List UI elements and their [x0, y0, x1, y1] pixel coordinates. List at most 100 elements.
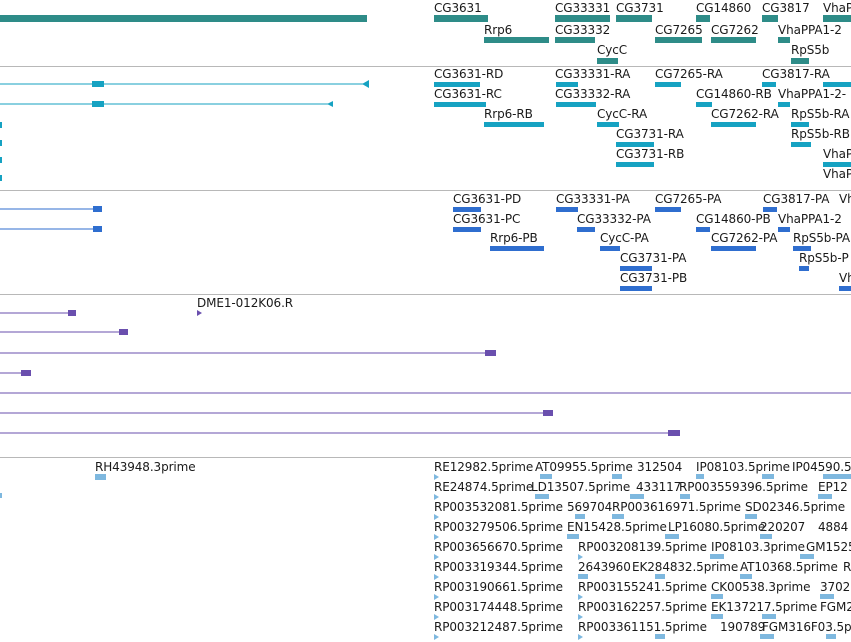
est-label[interactable]: 569704 — [567, 500, 613, 514]
protein-label[interactable]: Vh — [839, 192, 851, 206]
est-glyph[interactable] — [540, 474, 552, 479]
transcript-glyph[interactable] — [655, 82, 681, 87]
protein-glyph[interactable] — [778, 227, 790, 232]
transcript-glyph[interactable] — [0, 175, 2, 181]
protein-label[interactable]: CG3631-PD — [453, 192, 522, 206]
protein-label[interactable]: CG3817-PA — [763, 192, 830, 206]
transcript-glyph[interactable] — [0, 80, 369, 88]
protein-label[interactable]: CG3731-PB — [620, 271, 688, 285]
transcript-glyph[interactable] — [556, 82, 578, 87]
est-label[interactable]: RP003212487.5prime — [434, 620, 563, 634]
transcript-glyph[interactable] — [778, 102, 790, 107]
protein-glyph[interactable] — [793, 246, 811, 251]
transcript-glyph[interactable] — [597, 122, 619, 127]
est-glyph[interactable] — [578, 574, 588, 579]
est-glyph[interactable] — [612, 514, 624, 519]
transcript-label[interactable]: RpS5b-RB — [791, 127, 850, 141]
alignment-label[interactable]: DME1-012K06.R — [197, 296, 294, 310]
transcript-label[interactable]: RpS5b-RA — [791, 107, 850, 121]
est-glyph[interactable] — [95, 474, 106, 480]
protein-label[interactable]: VhaPPA1-2 — [778, 212, 842, 226]
est-glyph[interactable] — [762, 614, 776, 619]
protein-label[interactable]: RpS5b-PA — [793, 231, 851, 245]
est-glyph[interactable] — [820, 594, 834, 599]
alignment-glyph[interactable] — [0, 430, 680, 436]
protein-label[interactable]: RpS5b-P — [799, 251, 849, 265]
est-label[interactable]: IP04590.5 — [792, 460, 851, 474]
est-glyph[interactable] — [535, 494, 549, 499]
transcript-glyph[interactable] — [434, 82, 480, 87]
est-label[interactable]: EK137217.5prime — [711, 600, 818, 614]
protein-glyph[interactable] — [577, 227, 595, 232]
est-label[interactable]: SD02346.5prime — [745, 500, 846, 514]
transcript-glyph[interactable] — [791, 142, 811, 147]
est-glyph[interactable] — [434, 574, 439, 580]
gene-label[interactable]: Rrp6 — [484, 23, 513, 37]
gene-glyph[interactable] — [484, 37, 549, 43]
gene-glyph[interactable] — [555, 15, 610, 22]
est-glyph[interactable] — [578, 634, 583, 640]
protein-label[interactable]: Vh — [839, 271, 851, 285]
transcript-label[interactable]: VhaP — [823, 147, 851, 161]
est-label[interactable]: 4884 — [818, 520, 849, 534]
est-glyph[interactable] — [578, 554, 583, 560]
est-glyph[interactable] — [665, 534, 679, 539]
protein-label[interactable]: CG7265-PA — [655, 192, 722, 206]
est-glyph[interactable] — [578, 614, 583, 620]
protein-label[interactable]: CG3631-PC — [453, 212, 521, 226]
protein-glyph[interactable] — [556, 207, 578, 212]
transcript-label[interactable]: CG3731-RA — [616, 127, 684, 141]
est-label[interactable]: FGM316F03.5p — [762, 620, 851, 634]
gene-glyph[interactable] — [434, 15, 488, 22]
gene-label[interactable]: VhaP — [823, 1, 851, 15]
transcript-glyph[interactable] — [556, 102, 596, 107]
transcript-glyph[interactable] — [0, 140, 2, 146]
transcript-label[interactable]: CycC-RA — [597, 107, 648, 121]
protein-label[interactable]: CG14860-PB — [696, 212, 771, 226]
est-label[interactable]: LP16080.5prime — [668, 520, 766, 534]
gene-glyph[interactable] — [616, 15, 652, 22]
est-glyph[interactable] — [655, 634, 665, 639]
protein-label[interactable]: CycC-PA — [600, 231, 649, 245]
est-glyph[interactable] — [760, 534, 772, 539]
transcript-glyph[interactable] — [0, 122, 2, 128]
est-glyph[interactable] — [612, 474, 622, 479]
protein-glyph[interactable] — [0, 226, 102, 232]
gene-label[interactable]: VhaPPA1-2 — [778, 23, 842, 37]
est-label[interactable]: AT09955.5prime — [535, 460, 633, 474]
est-label[interactable]: IP08103.3prime — [711, 540, 805, 554]
est-glyph[interactable] — [745, 514, 757, 519]
protein-glyph[interactable] — [453, 227, 481, 232]
transcript-label[interactable]: CG3631-RD — [434, 67, 504, 81]
est-label[interactable]: RP003361151.5prime — [578, 620, 707, 634]
est-glyph[interactable] — [740, 574, 752, 579]
transcript-glyph[interactable] — [484, 122, 544, 127]
transcript-glyph[interactable] — [711, 122, 756, 127]
transcript-glyph[interactable] — [762, 82, 776, 87]
transcript-glyph[interactable] — [616, 142, 654, 147]
est-glyph[interactable] — [696, 474, 704, 479]
transcript-glyph[interactable] — [0, 157, 2, 163]
est-label[interactable]: EK284832.5prime — [632, 560, 739, 574]
est-glyph[interactable] — [434, 494, 439, 500]
alignment-glyph[interactable] — [0, 310, 76, 316]
est-label[interactable]: FGM2 — [820, 600, 851, 614]
gene-label[interactable]: CG33331 — [555, 1, 611, 15]
protein-glyph[interactable] — [799, 266, 809, 271]
est-label[interactable]: 312504 — [637, 460, 683, 474]
gene-label[interactable]: CG33332 — [555, 23, 611, 37]
est-glyph[interactable] — [434, 614, 439, 620]
transcript-label[interactable]: CG3817-RA — [762, 67, 830, 81]
gene-glyph[interactable] — [597, 58, 618, 64]
est-label[interactable]: RP003319344.5prime — [434, 560, 563, 574]
gene-glyph[interactable] — [655, 37, 702, 43]
alignment-glyph[interactable] — [0, 329, 128, 335]
transcript-glyph[interactable] — [696, 102, 712, 107]
protein-label[interactable]: CG33332-PA — [577, 212, 651, 226]
est-label[interactable]: EP12 — [818, 480, 848, 494]
est-label[interactable]: RP003155241.5prime — [578, 580, 707, 594]
est-glyph[interactable] — [0, 493, 2, 498]
est-label[interactable]: 433117 — [636, 480, 682, 494]
est-glyph[interactable] — [826, 634, 836, 639]
protein-glyph[interactable] — [839, 286, 851, 291]
